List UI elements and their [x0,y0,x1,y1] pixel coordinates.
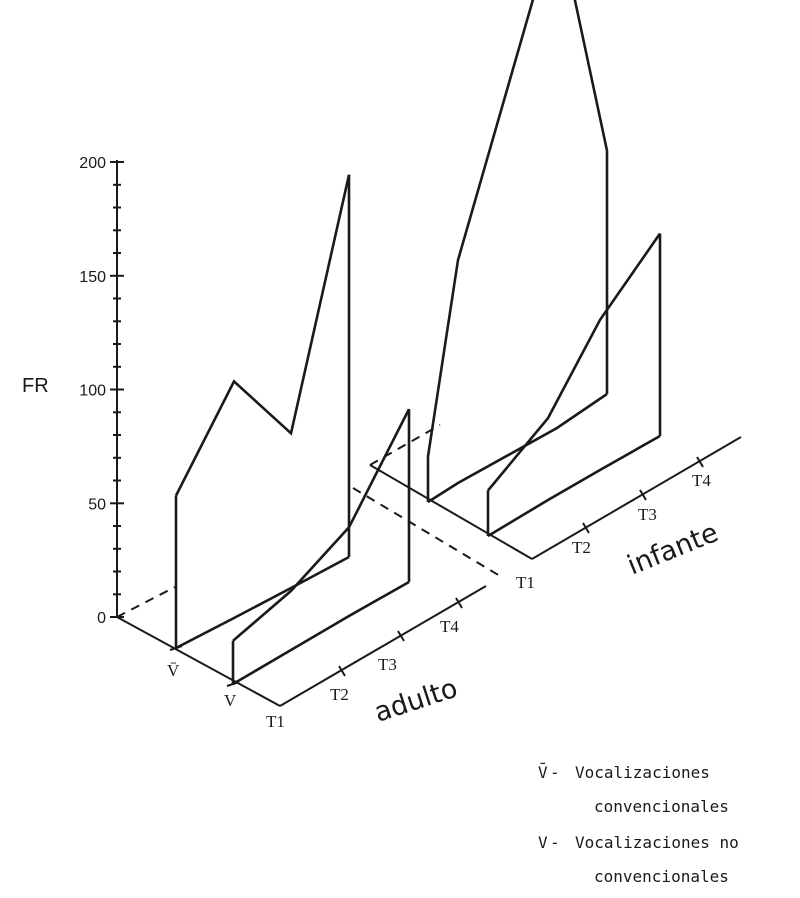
panel-baseline-infante-3 [487,434,661,538]
series-line-infante-noconv [486,232,662,492]
category-labels: T1 T1 T2 T2 T3 T3 T4 T4 V̄ V [167,471,711,731]
legend-line-0-0: Vocalizaciones [575,763,710,782]
chart-panels [174,0,662,686]
infant-time-tick [696,456,704,468]
adult-time-label: T3 [378,655,397,674]
time-tick-marks [169,456,704,687]
group-label-infante: infante [623,517,723,581]
infant-time-label: T2 [572,538,591,557]
legend-symbol-0: V̄ [538,763,548,782]
infant-time-label: T4 [692,471,711,490]
y-tick-label: 0 [97,610,106,627]
series-line-adulto-conv [174,174,351,497]
panel-baseline-adulto-0 [175,555,350,650]
y-axis-ticks: 0 50 100 150 200 [79,155,124,627]
legend-line-1-1: convencionales [594,867,729,886]
infant-time-tick [582,522,590,534]
legend-symbol-1: V [538,833,548,852]
adult-time-label: T2 [330,685,349,704]
panel-baseline-infante-2 [427,392,608,504]
adult-time-tick [455,597,463,609]
adult-time-label: T1 [266,712,285,731]
adult-infant-connector-dash [352,487,501,577]
infant-back-wall-dash [369,424,441,466]
adult-time-tick [397,630,405,642]
y-axis-label: FR [22,375,49,397]
adult-time-tick [338,665,346,677]
group-label-adulto: adulto [371,673,462,729]
y-tick-label: 100 [79,383,106,400]
legend-separator-1: - [550,833,560,852]
y-tick-label: 200 [79,155,106,172]
panel-baseline-adulto-1 [232,580,410,686]
depth-axis-line [116,616,281,707]
legend-line-1-0: Vocalizaciones no [575,833,739,852]
legend-line-0-1: convencionales [594,797,729,816]
series-line-infante-conv [426,0,609,457]
depth-tick [169,645,183,651]
series-line-adulto-noconv [232,408,411,642]
adult-time-axis [279,585,487,707]
legend: V̄ - Vocalizaciones convencionales V - V… [538,763,739,886]
infant-time-tick [639,489,647,501]
depth-tick [226,681,240,687]
infant-time-label: T3 [638,505,657,524]
y-tick-label: 150 [79,269,106,286]
back-wall-dash [116,586,176,618]
depth-label-conv: V̄ [167,661,180,680]
adult-time-label: T4 [440,617,459,636]
y-tick-label: 50 [88,496,106,513]
infant-time-axis [531,436,742,560]
legend-separator-0: - [550,763,560,782]
infant-depth-axis-line [369,464,533,560]
depth-label-noconv: V [224,691,237,710]
infant-time-label: T1 [516,573,535,592]
